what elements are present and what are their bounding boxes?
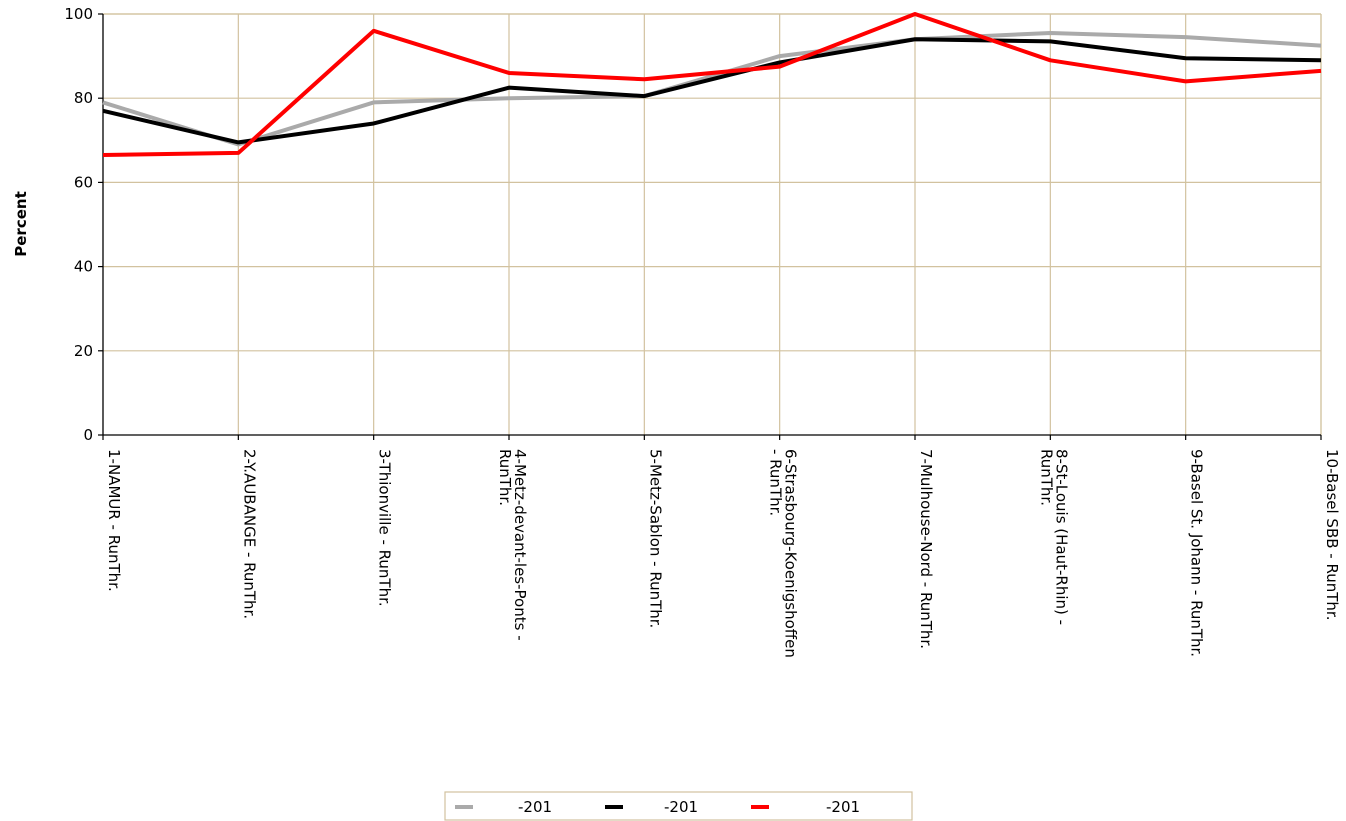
legend-box <box>444 791 913 821</box>
x-tick-label: 8-St-Louis (Haut-Rhin) -RunThr. <box>1037 449 1070 625</box>
axes <box>98 13 1322 440</box>
x-tick-label: 3-Thionville - RunThr. <box>376 449 394 607</box>
x-tick-label: 4-Metz-devant-les-Ponts -RunThr. <box>496 449 529 641</box>
series-line-2 <box>102 37 1322 145</box>
x-tick-label: 7-Mulhouse-Nord - RunThr. <box>917 449 935 649</box>
x-tick-label: 2-Y.AUBANGE - RunThr. <box>240 449 258 619</box>
legend-label-2: -201 <box>664 798 698 816</box>
y-tick-label: 40 <box>74 258 93 276</box>
y-tick-label: 0 <box>83 426 93 444</box>
legend-label-3: -201 <box>826 798 860 816</box>
x-tick-labels: 1-NAMUR - RunThr. 2-Y.AUBANGE - RunThr. 3-… <box>105 449 1341 658</box>
series-line-1 <box>102 30 1322 147</box>
x-tick-label: 5-Metz-Sablon - RunThr. <box>646 449 664 628</box>
y-axis-title: Percent <box>12 191 30 256</box>
x-tick-label: 10-Basel SBB - RunThr. <box>1323 449 1341 620</box>
series-line-3 <box>102 12 1322 158</box>
y-tick-label: 60 <box>74 173 93 191</box>
y-tick-label: 20 <box>74 342 93 360</box>
y-tick-labels: 0 20 40 60 80 100 <box>64 5 93 444</box>
x-tick-label: 6-Strasbourg-Koenigshoffen- RunThr. <box>767 449 800 658</box>
legend-items: -201 -201 -201 <box>455 798 860 816</box>
y-tick-label: 80 <box>74 89 93 107</box>
x-tick-label: 9-Basel St. Johann - RunThr. <box>1188 449 1206 657</box>
series-lines <box>102 12 1322 158</box>
legend: -201 -201 -201 <box>444 791 913 821</box>
x-tick-label: 1-NAMUR - RunThr. <box>105 449 123 592</box>
y-tick-label: 100 <box>64 5 93 23</box>
legend-label-1: -201 <box>518 798 552 816</box>
